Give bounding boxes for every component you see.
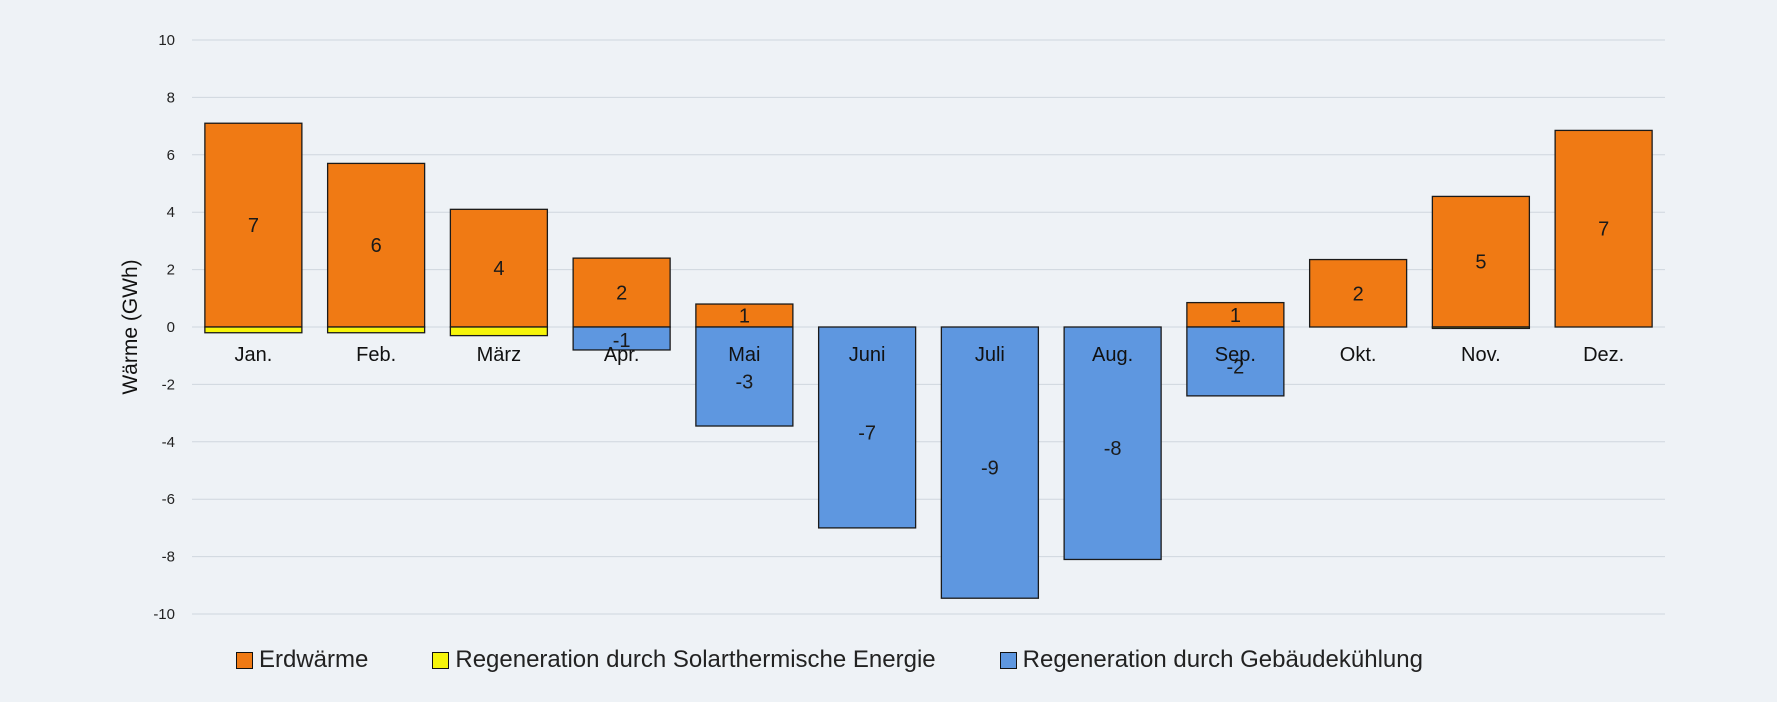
bar-März-series-0 [449, 208, 549, 328]
category-label: Aug. [1092, 344, 1133, 366]
data-label: -2 [1226, 356, 1244, 378]
bars-group [204, 122, 1653, 599]
bar-März-series-1 [449, 326, 549, 337]
y-tick-label: -2 [162, 376, 175, 393]
data-label: -9 [981, 458, 999, 480]
category-label: Mai [728, 344, 760, 366]
bar-Feb.-series-1 [326, 326, 426, 334]
category-label: Juli [975, 344, 1005, 366]
category-label: Jan. [234, 344, 272, 366]
category-label: Sep. [1215, 344, 1256, 366]
y-axis-title: Wärme (GWh) [119, 259, 142, 394]
y-tick-label: 2 [167, 262, 175, 279]
y-tick-label: 0 [167, 319, 175, 336]
category-label: Dez. [1583, 344, 1624, 366]
bar-Apr.-series-2 [572, 326, 671, 351]
y-tick-label: -8 [162, 549, 175, 566]
y-tick-label: 6 [167, 147, 175, 164]
labels-group: 7 6 4 2 -1 1 -3 -7 -9 -8 1 -2 2 5 7 [248, 215, 1609, 479]
bar-Nov.-series-0 [1431, 195, 1531, 328]
legend-label: Regeneration durch Solarthermische Energ… [455, 646, 936, 673]
category-label: Apr. [604, 344, 640, 366]
bar-Aug.-series-2 [1063, 326, 1162, 561]
y-tick-label: -4 [162, 434, 175, 451]
bar-Juni-series-2 [817, 326, 917, 529]
bar-Mai-series-2 [695, 326, 794, 427]
category-label: Feb. [356, 344, 396, 366]
y-tick-label: 10 [158, 32, 175, 49]
bar-Jan.-series-0 [204, 122, 303, 328]
y-tick-label: -6 [162, 491, 175, 508]
data-label: 7 [248, 215, 259, 237]
bar-Sep.-series-0 [1186, 301, 1285, 328]
category-label: Okt. [1340, 344, 1377, 366]
data-label: -8 [1104, 438, 1122, 460]
bar-Feb.-series-0 [326, 162, 426, 328]
data-label: 2 [1353, 283, 1364, 305]
bar-Jan.-series-1 [204, 326, 303, 334]
legend-label: Regeneration durch Gebäudekühlung [1022, 646, 1423, 673]
legend-swatch [236, 651, 253, 669]
data-label: 1 [739, 306, 750, 328]
legend-item: Regeneration durch Gebäudekühlung [999, 646, 1423, 674]
data-label: 7 [1598, 219, 1609, 241]
bar-Sep.-series-2 [1186, 326, 1285, 397]
legend-label: Erdwärme [259, 646, 369, 673]
bar-Juli-series-2 [940, 326, 1040, 599]
chart-legend: Erdwärme Regeneration durch Solarthermisc… [236, 644, 1423, 676]
y-tick-label: -10 [153, 606, 175, 623]
legend-item: Regeneration durch Solarthermische Energ… [432, 646, 936, 674]
data-label: 2 [616, 283, 627, 305]
data-label: -7 [858, 422, 876, 444]
data-label: 5 [1475, 252, 1486, 274]
data-label: -3 [735, 372, 753, 394]
bar-Nov.-series-1 [1431, 326, 1531, 330]
y-tick-label: 4 [167, 204, 175, 221]
legend-swatch [999, 651, 1017, 669]
bar-Dez.-series-0 [1554, 129, 1653, 328]
legend-swatch [432, 651, 450, 669]
bar-Okt.-series-0 [1308, 258, 1408, 328]
category-label: Juni [849, 344, 886, 366]
data-label: 1 [1230, 305, 1241, 327]
legend-item: Erdwärme [236, 646, 368, 674]
category-label: März [477, 344, 521, 366]
y-tick-label: 8 [167, 89, 175, 106]
category-label: Nov. [1461, 344, 1501, 366]
data-label: 6 [371, 235, 382, 257]
bar-Apr.-series-0 [572, 257, 671, 328]
data-label: -1 [613, 330, 631, 352]
data-label: 4 [493, 258, 504, 280]
